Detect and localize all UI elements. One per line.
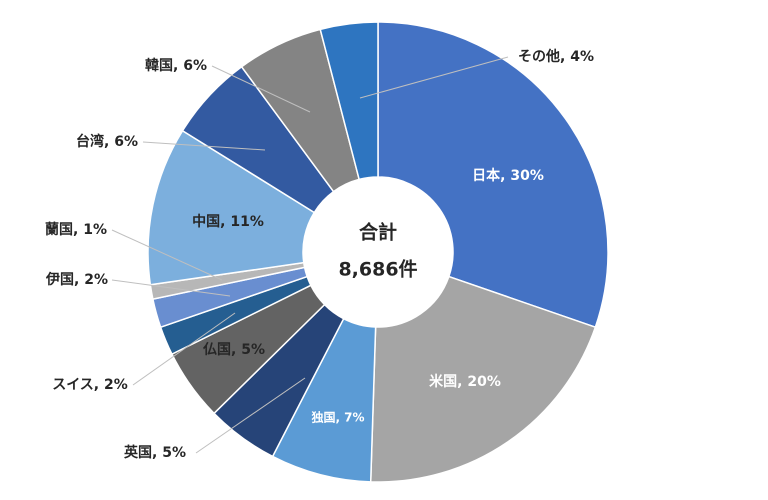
- data-label: その他, 4%: [518, 48, 594, 65]
- leader-line: [111, 279, 231, 297]
- data-label: 仏国, 5%: [203, 342, 265, 358]
- data-label: 日本, 30%: [472, 167, 544, 184]
- slice: [369, 275, 597, 483]
- slices: [147, 21, 609, 483]
- labels: 日本, 30% 米国, 20% 独国, 7% 英国, 5% 仏国, 5% スイス, 2% 伊…: [45, 48, 594, 461]
- data-label: 中国, 11%: [192, 213, 264, 230]
- leader-line: [359, 56, 509, 99]
- slice: [377, 21, 609, 329]
- leader-line: [195, 377, 306, 454]
- leader-line: [111, 229, 223, 281]
- center-total: 8,686件: [338, 258, 417, 281]
- data-label: 独国, 7%: [310, 410, 364, 425]
- slice: [319, 21, 379, 181]
- data-label: 伊国, 2%: [45, 271, 108, 288]
- center-title: 合計: [359, 221, 397, 244]
- data-label: 米国, 20%: [429, 373, 501, 390]
- data-label: 蘭国, 1%: [45, 221, 107, 238]
- data-label: 韓国, 6%: [145, 57, 207, 74]
- data-label: スイス, 2%: [52, 377, 128, 393]
- leader-line: [132, 312, 236, 386]
- slice: [147, 129, 316, 286]
- data-label: 英国, 5%: [123, 444, 186, 461]
- leader-line: [142, 141, 266, 151]
- data-label: 台湾, 6%: [76, 133, 138, 150]
- leader-line: [211, 65, 311, 113]
